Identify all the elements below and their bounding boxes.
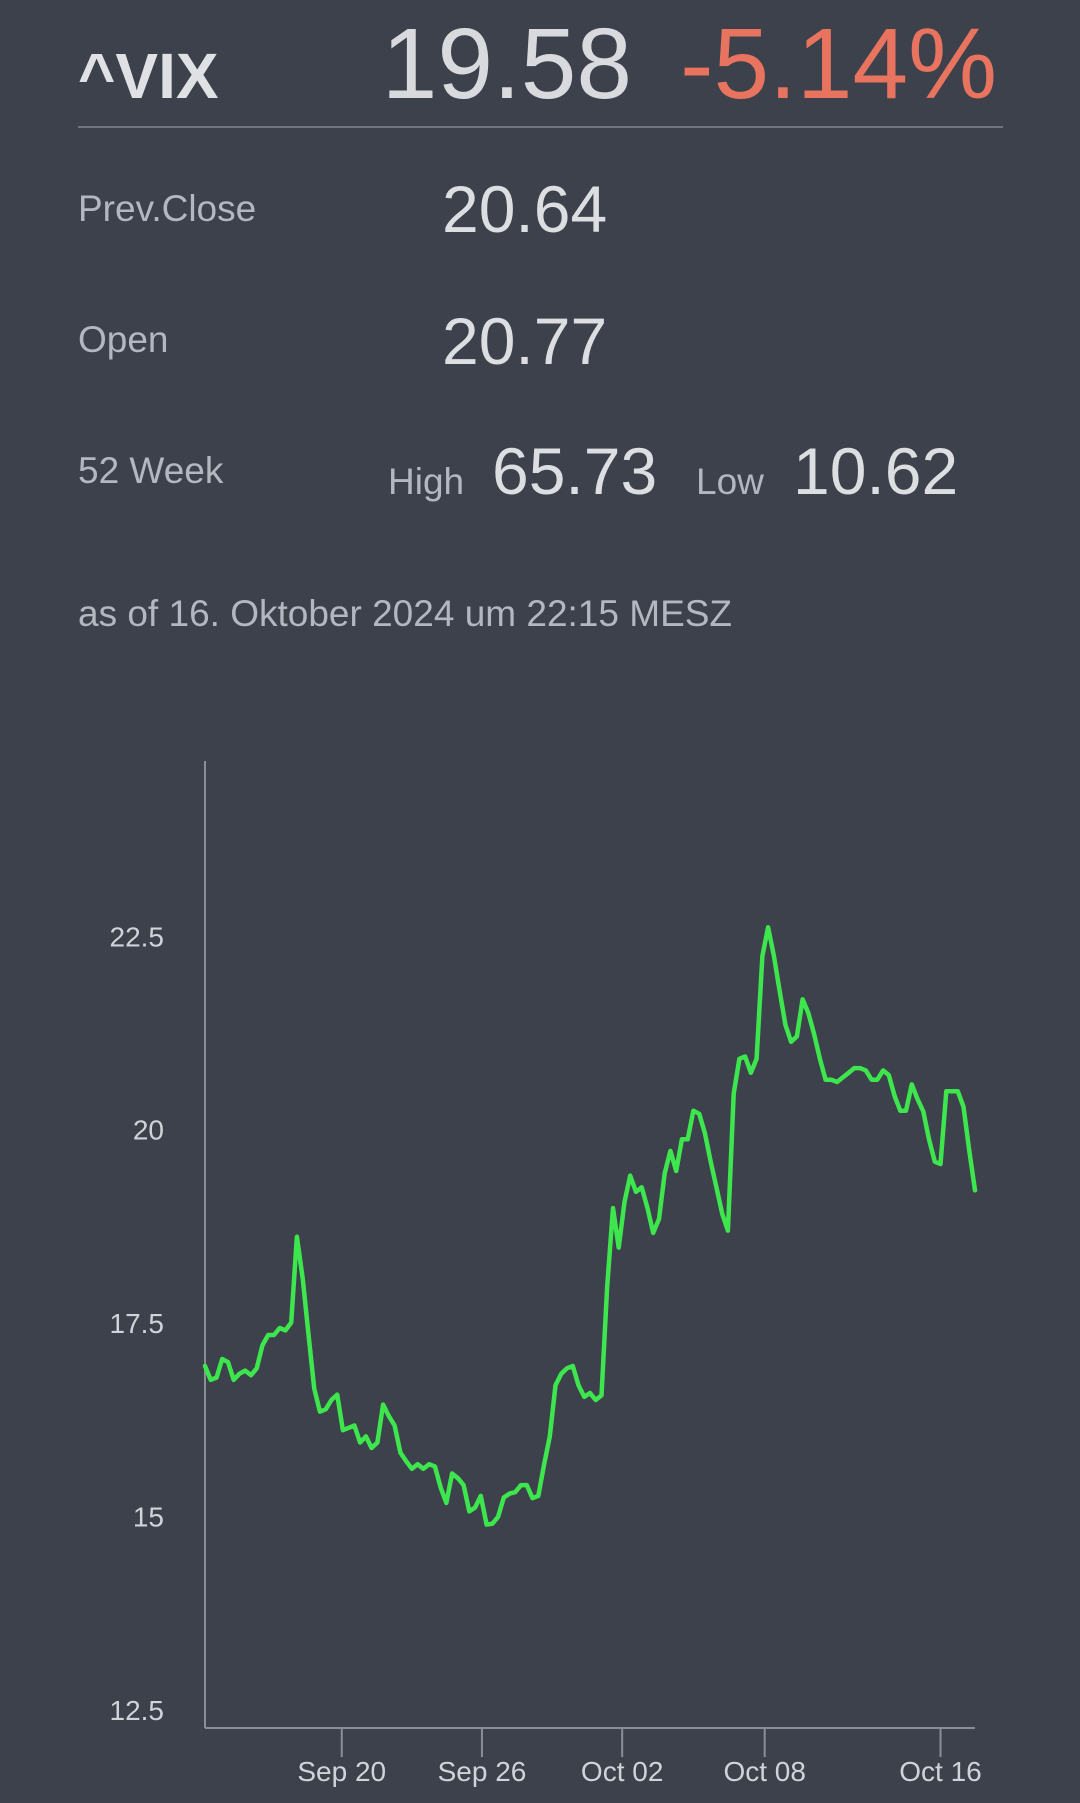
prev-close-label: Prev.Close (78, 188, 256, 229)
low: 10.62 (793, 434, 958, 508)
high: 65.73 (492, 434, 657, 508)
change: -5.14% (680, 8, 997, 120)
price: 19.58 (382, 8, 632, 120)
low-label: Low (696, 461, 764, 502)
y-tick-label: 17.5 (110, 1308, 165, 1339)
y-tick-label: 20 (133, 1115, 164, 1146)
timestamp: as of 16. Oktober 2024 um 22:15 MESZ (78, 593, 732, 634)
x-tick-label: Oct 02 (581, 1756, 663, 1787)
y-tick-label: 22.5 (110, 921, 165, 952)
x-tick-label: Sep 26 (438, 1756, 527, 1787)
y-tick-label: 15 (133, 1502, 164, 1533)
high-label: High (388, 461, 464, 502)
x-tick-label: Oct 08 (723, 1756, 805, 1787)
x-tick-label: Oct 16 (899, 1756, 981, 1787)
open-label: Open (78, 319, 169, 360)
symbol: ^VIX (78, 40, 219, 112)
open: 20.77 (442, 304, 607, 378)
week52-label: 52 Week (78, 450, 224, 491)
prev-close: 20.64 (442, 172, 607, 246)
price-line (202, 925, 978, 1527)
y-tick-label: 12.5 (110, 1695, 165, 1726)
x-tick-label: Sep 20 (297, 1756, 386, 1787)
